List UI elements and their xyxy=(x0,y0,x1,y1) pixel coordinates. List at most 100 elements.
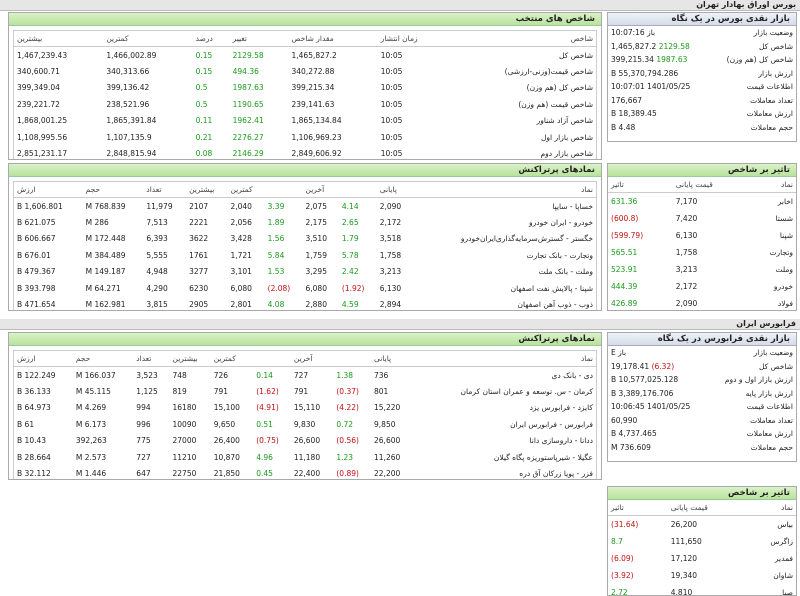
cell: 2,056 xyxy=(227,214,264,231)
cell: 1,868,001.25 xyxy=(14,113,103,130)
summary-change: (6.32) xyxy=(652,362,675,371)
cell: 6.173 M xyxy=(73,416,133,433)
cell: 3.39 xyxy=(265,198,303,215)
cell: 1,465,827.2 xyxy=(289,47,378,64)
cell: 0.11 xyxy=(193,113,230,130)
cell: 494.36 xyxy=(230,63,289,80)
cell: 2.65 xyxy=(339,214,377,231)
cell: 2.573 M xyxy=(73,449,133,466)
column-header: ارزش xyxy=(14,351,73,367)
cell: 166.037 M xyxy=(73,367,133,384)
summary-number: 399,215.34 xyxy=(611,55,654,64)
cell: فولاد xyxy=(746,295,796,312)
summary-value: (6.32) 19,178.41 xyxy=(608,360,709,374)
cell: 2,075 xyxy=(303,198,339,215)
column-header: نماد xyxy=(414,351,596,367)
cell: 1,467,239.43 xyxy=(14,47,103,64)
cell: 9,830 xyxy=(291,416,334,433)
summary-row: شاخص کل(6.32) 19,178.41 xyxy=(608,360,796,374)
cell: 1.53 xyxy=(265,264,303,281)
cell: 6,393 xyxy=(143,231,186,248)
cell: 64.973 B xyxy=(14,400,73,417)
cell: ذوب - ذوب آهن اصفهان xyxy=(413,297,596,312)
cell: 791 xyxy=(211,383,254,400)
cell: (0.75) xyxy=(253,433,291,450)
cell: شاخص قیمت(وزنی-ارزشی) xyxy=(446,63,596,80)
column-header xyxy=(333,351,371,367)
cell: کایزد - فرابورس یزد xyxy=(414,400,596,417)
cell: شاخص کل (هم وزن) xyxy=(446,80,596,97)
summary-value: 4,737.465 B xyxy=(608,427,709,441)
cell: 3,523 xyxy=(133,367,169,384)
cell: (599.79) xyxy=(608,227,673,244)
cell: 0.15 xyxy=(193,63,230,80)
column-header: آخرین xyxy=(303,182,339,198)
cell: 3,510 xyxy=(303,231,339,248)
cell: 10090 xyxy=(170,416,211,433)
cell: شپنا - پالایش نفت اصفهان xyxy=(413,280,596,297)
column-header: درصد xyxy=(193,31,230,47)
summary-number: 60,990 xyxy=(611,416,637,425)
cell: 3,428 xyxy=(227,231,264,248)
cell: 5,555 xyxy=(143,247,186,264)
cell: 9,850 xyxy=(371,416,414,433)
cell: 340,600.71 xyxy=(14,63,103,80)
cell: 2,880 xyxy=(303,297,339,312)
cell: 7,170 xyxy=(673,193,746,210)
summary-value: 55,370,794.286 B xyxy=(608,67,710,81)
cell: 0.14 xyxy=(253,367,291,384)
cell: 4.59 xyxy=(339,297,377,312)
column-header: قیمت پایانی xyxy=(668,500,745,516)
summary-label: اطلاعات قیمت xyxy=(710,80,796,94)
cell: (2.08) xyxy=(265,280,303,297)
cell: 2,040 xyxy=(227,198,264,215)
cell: 6,130 xyxy=(377,280,413,297)
column-header: ارزش xyxy=(14,182,83,198)
summary-label: شاخص کل xyxy=(710,40,796,54)
cell: 3,518 xyxy=(377,231,413,248)
cell: 996 xyxy=(133,416,169,433)
cell: 238,521.96 xyxy=(103,96,192,113)
summary-number: 19,178.41 xyxy=(611,362,649,371)
cell: 6,080 xyxy=(303,280,339,297)
cell: 444.39 xyxy=(608,278,673,295)
section-title: فرابورس ایران xyxy=(0,319,800,330)
cell: 4.14 xyxy=(339,198,377,215)
cell: 647 xyxy=(133,466,169,481)
cell: فمدیر xyxy=(745,550,796,567)
cell: دی - بانک دی xyxy=(414,367,596,384)
cell: 1,106,969.23 xyxy=(289,129,378,146)
cell: 1,108,995.56 xyxy=(14,129,103,146)
cell: 727 xyxy=(133,449,169,466)
summary-value: 1401/05/25 10:06:45 xyxy=(608,400,709,414)
cell: 393.798 B xyxy=(14,280,83,297)
cell: 748 xyxy=(170,367,211,384)
cell: 340,272.88 xyxy=(289,63,378,80)
column-header: تعداد xyxy=(143,182,186,198)
cell: 1,865,134.84 xyxy=(289,113,378,130)
summary-value: 4.48 B xyxy=(608,121,710,135)
cell: وتجارت - بانک تجارت xyxy=(413,247,596,264)
summary-label: شاخص کل (هم وزن) xyxy=(710,53,796,67)
cell: 631.36 xyxy=(608,193,673,210)
cell: ددانا - داروسازی دانا xyxy=(414,433,596,450)
cell: 3,213 xyxy=(673,261,746,278)
cell: خساپا - سایپا xyxy=(413,198,596,215)
cell: شاخص کل xyxy=(446,47,596,64)
cell: 2146.29 xyxy=(230,146,289,161)
cell: 6,080 xyxy=(227,280,264,297)
column-header xyxy=(253,351,291,367)
